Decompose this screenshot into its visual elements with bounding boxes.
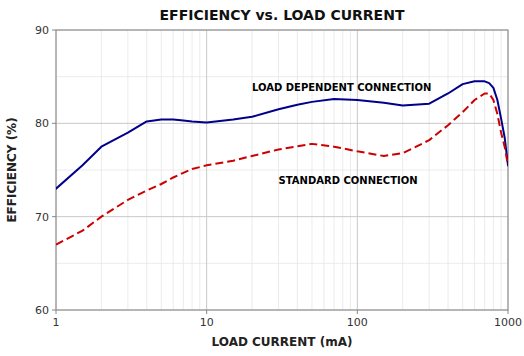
series-line xyxy=(56,81,508,188)
series-line xyxy=(56,93,508,244)
y-tick-label: 90 xyxy=(35,24,49,37)
tick-mark xyxy=(357,310,358,314)
plot-frame xyxy=(56,30,508,310)
tick-mark xyxy=(52,30,56,31)
tick-mark xyxy=(52,123,56,124)
grid-line xyxy=(357,30,358,310)
y-tick-label: 80 xyxy=(35,117,49,130)
minor-grid-line xyxy=(56,263,508,264)
annotation: LOAD DEPENDENT CONNECTION xyxy=(252,82,431,93)
minor-grid-line xyxy=(56,170,508,171)
grid-line xyxy=(56,123,508,124)
y-tick-label: 70 xyxy=(35,211,49,224)
x-tick-label: 1 xyxy=(53,316,60,329)
y-axis-label: EFFICIENCY (%) xyxy=(5,117,19,222)
minor-grid-line xyxy=(56,76,508,77)
grid-line xyxy=(206,30,207,310)
grid xyxy=(56,30,508,310)
annotation: STANDARD CONNECTION xyxy=(279,175,418,186)
tick-mark xyxy=(52,310,56,311)
tick-mark xyxy=(508,310,509,314)
y-tick-label: 60 xyxy=(35,304,49,317)
chart-title: EFFICIENCY vs. LOAD CURRENT xyxy=(160,7,405,23)
chart: 1 10 100 1000 60 70 80 90 LOAD CURRENT (mA) EFFIC… xyxy=(0,0,524,356)
tick-mark xyxy=(206,310,207,314)
x-axis-label: LOAD CURRENT (mA) xyxy=(212,335,353,349)
tick-mark xyxy=(52,216,56,217)
x-tick-label: 100 xyxy=(347,316,368,329)
x-tick-label: 10 xyxy=(200,316,214,329)
grid-line xyxy=(56,216,508,217)
series-group xyxy=(56,81,508,244)
axes: 1 10 100 1000 60 70 80 90 xyxy=(35,24,522,329)
tick-mark xyxy=(56,310,57,314)
x-tick-label: 1000 xyxy=(494,316,522,329)
